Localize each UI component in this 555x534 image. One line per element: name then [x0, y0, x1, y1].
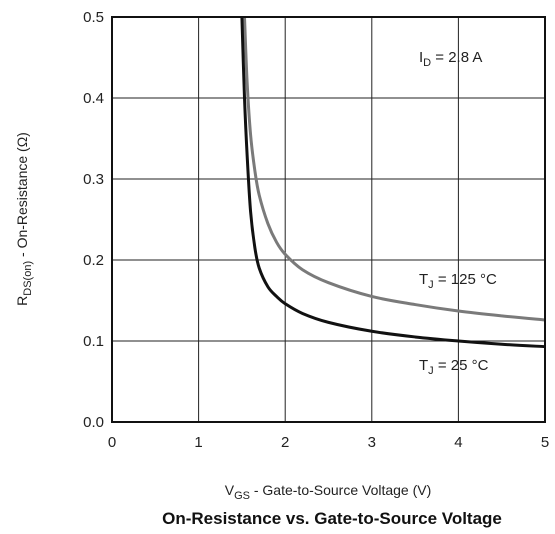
- series-label-25c: TJ = 25 °C: [419, 357, 489, 377]
- x-tick-label: 3: [368, 434, 376, 451]
- y-tick-label: 0.3: [83, 171, 104, 188]
- y-axis-title-rest: - On-Resistance (Ω): [14, 132, 30, 261]
- series-line-125c: [243, 16, 546, 322]
- series-label-25c-rest: = 25 °C: [434, 357, 489, 374]
- series-label-125c-sub: J: [428, 279, 434, 291]
- x-tick-label: 2: [281, 434, 289, 451]
- x-axis-title-sub: GS: [234, 490, 250, 502]
- series-label-125c-rest: = 125 °C: [434, 271, 497, 288]
- series-line-25c: [240, 16, 546, 349]
- x-tick-labels: 0 1 2 3 4 5: [108, 434, 549, 451]
- x-tick-label: 0: [108, 434, 116, 451]
- series-label-125c-main: T: [419, 271, 428, 288]
- series-label-25c-main: T: [419, 357, 428, 374]
- y-tick-label: 0.1: [83, 333, 104, 350]
- chart-title: On-Resistance vs. Gate-to-Source Voltage: [162, 509, 502, 528]
- x-tick-label: 4: [454, 434, 462, 451]
- plot-frame: [111, 16, 546, 423]
- y-tick-label: 0.2: [83, 252, 104, 269]
- y-tick-labels: 0.0 0.1 0.2 0.3 0.4 0.5: [83, 9, 104, 431]
- drain-current-main: I: [419, 49, 423, 66]
- drain-current-annotation: ID = 2.8 A: [419, 49, 482, 69]
- x-axis-title: VGS - Gate-to-Source Voltage (V): [225, 482, 432, 502]
- y-tick-label: 0.0: [83, 414, 104, 431]
- x-tick-label: 1: [194, 434, 202, 451]
- y-axis-title: RDS(on) - On-Resistance (Ω): [14, 132, 34, 306]
- y-tick-label: 0.4: [83, 90, 104, 107]
- series-label-125c: TJ = 125 °C: [419, 271, 497, 291]
- grid: [112, 17, 545, 422]
- y-axis-title-main: R: [14, 296, 30, 306]
- series-group: [240, 16, 546, 349]
- x-tick-label: 5: [541, 434, 549, 451]
- series-label-25c-sub: J: [428, 365, 434, 377]
- drain-current-rest: = 2.8 A: [431, 49, 482, 66]
- y-axis-title-sub: DS(on): [22, 261, 34, 296]
- x-axis-title-main: V: [225, 482, 235, 498]
- drain-current-sub: D: [423, 57, 431, 69]
- y-tick-label: 0.5: [83, 9, 104, 26]
- x-axis-title-rest: - Gate-to-Source Voltage (V): [250, 482, 431, 498]
